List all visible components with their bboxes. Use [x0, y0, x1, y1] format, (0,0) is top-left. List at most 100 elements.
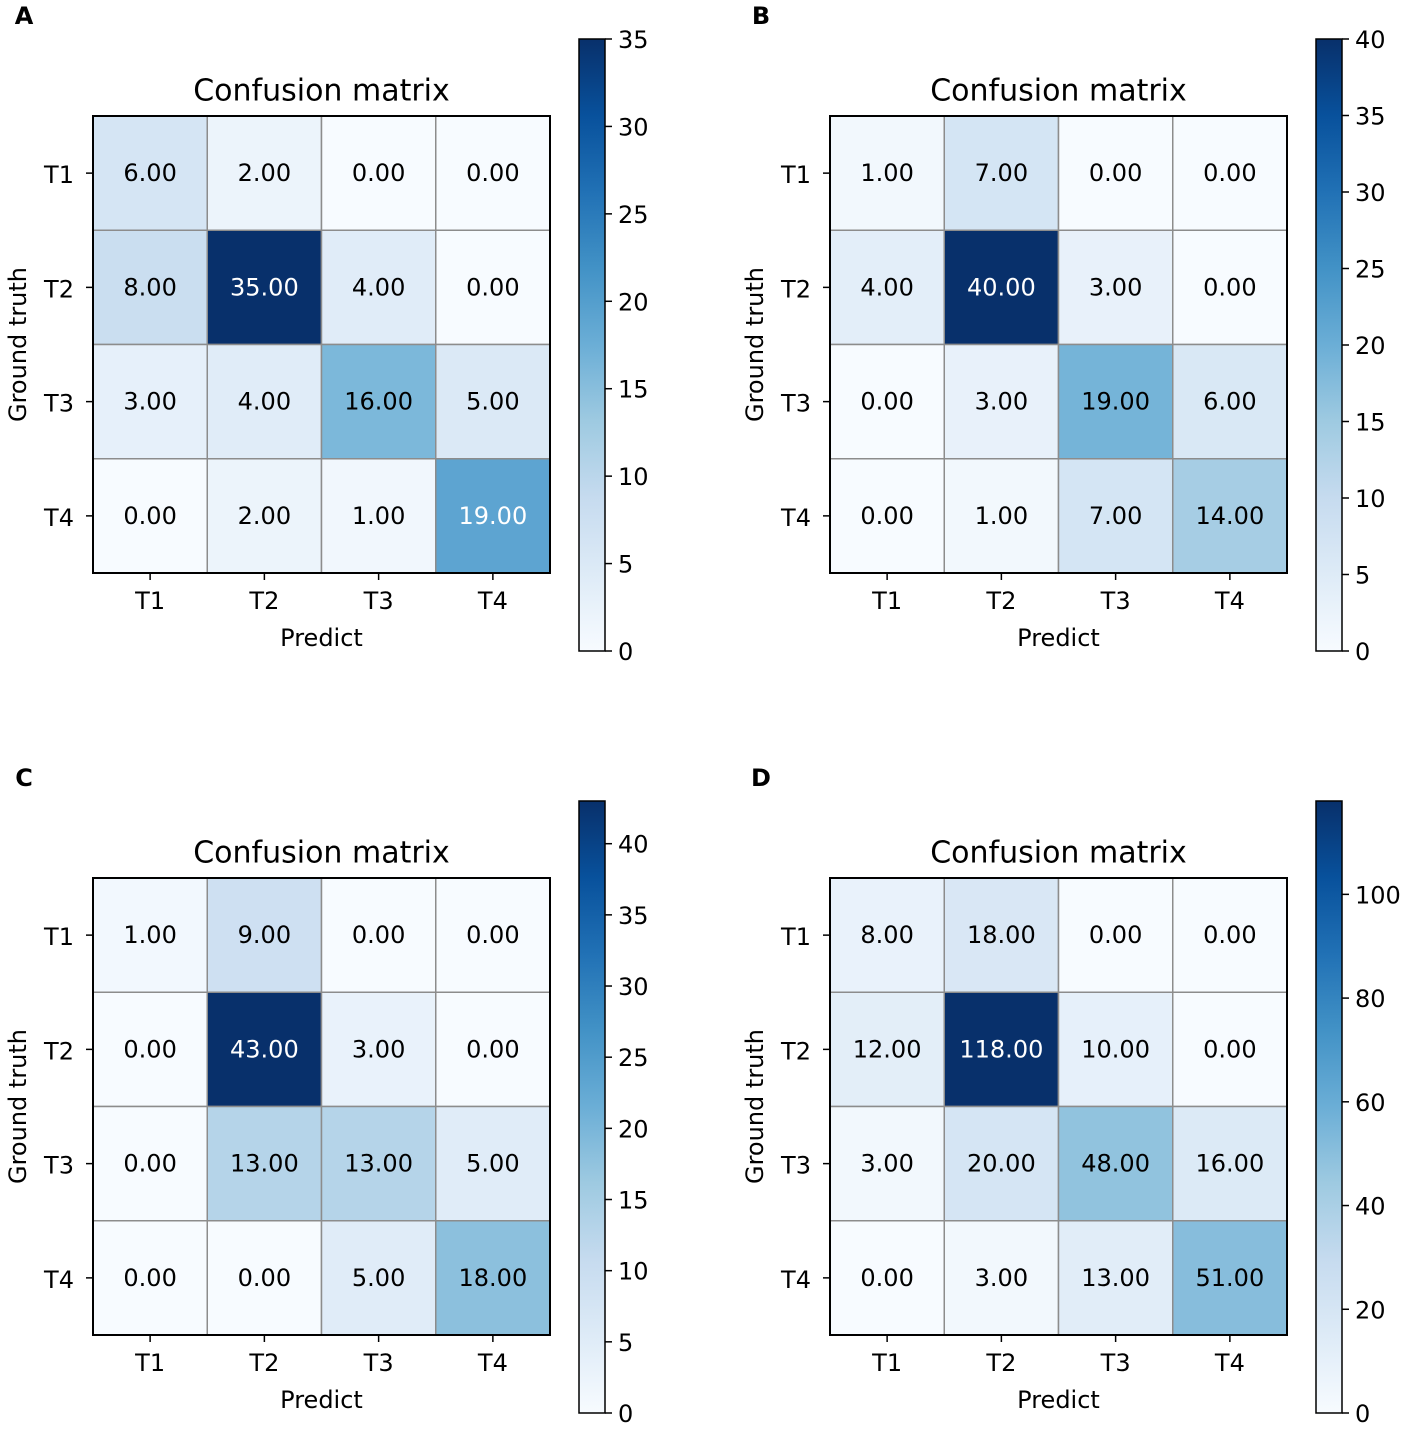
heatmap-cell — [829, 115, 945, 231]
cell-value-label: 48.00 — [1081, 1150, 1150, 1178]
x-tick-label: T1 — [134, 587, 165, 615]
matrix-frame — [92, 877, 551, 1336]
y-axis-label: Ground truth — [741, 267, 769, 422]
heatmap-cell — [829, 877, 945, 993]
colorbar-tick-label: 10 — [1355, 485, 1386, 513]
chart-title: Confusion matrix — [930, 836, 1187, 871]
cell-value-label: 4.00 — [352, 273, 405, 301]
cell-value-label: 118.00 — [959, 1035, 1043, 1063]
heatmap-cell — [1057, 877, 1174, 993]
heatmap-cell — [1057, 343, 1174, 460]
cell-value-label: 3.00 — [1089, 273, 1142, 301]
cell-value-label: 0.00 — [123, 1035, 176, 1063]
cell-value-label: 9.00 — [238, 921, 291, 949]
x-axis-label: Predict — [280, 624, 363, 652]
colorbar-tick-label: 30 — [1355, 179, 1386, 207]
colorbar — [578, 800, 606, 1414]
cell-value-label: 16.00 — [1196, 1150, 1265, 1178]
heatmap-cell — [435, 991, 551, 1108]
y-tick-label: T4 — [780, 1266, 811, 1294]
colorbar-tick-label: 100 — [1355, 881, 1401, 909]
cell-value-label: 3.00 — [123, 388, 176, 416]
colorbar — [1315, 38, 1343, 652]
cell-value-label: 35.00 — [230, 273, 299, 301]
cell-value-label: 8.00 — [860, 921, 913, 949]
cell-value-label: 5.00 — [466, 1150, 519, 1178]
x-axis-label: Predict — [1017, 1386, 1100, 1414]
colorbar-tick-label: 35 — [1355, 103, 1386, 131]
heatmap-cell — [1172, 229, 1288, 346]
confusion-matrix-panel: D Confusion matrix 8.00 18.00 0.00 0.00 12.00 1… — [741, 764, 1401, 1428]
colorbar — [1315, 800, 1343, 1414]
heatmap-cell — [92, 458, 208, 574]
cell-value-label: 4.00 — [238, 388, 291, 416]
heatmap-cell — [1057, 458, 1174, 574]
colorbar-tick-label: 60 — [1355, 1089, 1386, 1117]
matrix-frame — [829, 115, 1288, 574]
heatmap-cell — [943, 991, 1060, 1108]
heatmap-cell — [1057, 1220, 1174, 1336]
cell-value-label: 0.00 — [1203, 1035, 1256, 1063]
cell-value-label: 1.00 — [975, 502, 1028, 530]
cell-value-label: 0.00 — [238, 1264, 291, 1292]
y-tick-label: T1 — [43, 923, 74, 951]
cell-value-label: 7.00 — [975, 159, 1028, 187]
cell-value-label: 1.00 — [860, 159, 913, 187]
heatmap-cell — [320, 1105, 437, 1222]
cell-value-label: 0.00 — [352, 159, 405, 187]
x-tick-label: T4 — [1214, 1349, 1245, 1377]
cell-value-label: 19.00 — [459, 502, 528, 530]
cell-value-label: 43.00 — [230, 1035, 299, 1063]
y-tick-label: T2 — [43, 275, 74, 303]
colorbar-tick-label: 20 — [618, 288, 649, 316]
panel-label: D — [751, 764, 771, 792]
heatmap-cell — [206, 343, 323, 460]
y-tick-label: T3 — [780, 1152, 811, 1180]
cell-value-label: 12.00 — [853, 1035, 922, 1063]
chart-title: Confusion matrix — [193, 836, 450, 871]
y-tick-label: T2 — [43, 1037, 74, 1065]
x-tick-label: T2 — [985, 1349, 1016, 1377]
cell-value-label: 0.00 — [860, 502, 913, 530]
cell-value-label: 6.00 — [1203, 388, 1256, 416]
confusion-matrix-panel: C Confusion matrix 1.00 9.00 0.00 0.00 0.00 43.… — [4, 764, 649, 1428]
cell-value-label: 0.00 — [466, 273, 519, 301]
heatmap-cell — [1057, 991, 1174, 1108]
heatmap-cell — [435, 115, 551, 231]
matrix-frame — [829, 877, 1288, 1336]
cell-value-label: 19.00 — [1081, 388, 1150, 416]
cell-value-label: 3.00 — [975, 388, 1028, 416]
cell-value-label: 18.00 — [459, 1264, 528, 1292]
heatmap-cell — [92, 115, 208, 231]
x-tick-label: T4 — [477, 587, 508, 615]
heatmap-cell — [1172, 877, 1288, 993]
colorbar-tick-label: 35 — [618, 26, 649, 54]
heatmap-cell — [435, 458, 551, 574]
cell-value-label: 0.00 — [123, 1264, 176, 1292]
heatmap-cell — [1172, 991, 1288, 1108]
cell-value-label: 40.00 — [967, 273, 1036, 301]
confusion-matrix-panel: B Confusion matrix 1.00 7.00 0.00 0.00 4.00 40.… — [741, 2, 1386, 666]
y-axis-label: Ground truth — [4, 1029, 32, 1184]
colorbar-tick-label: 5 — [618, 1329, 633, 1357]
cell-value-label: 13.00 — [344, 1150, 413, 1178]
x-tick-label: T3 — [1100, 1349, 1131, 1377]
colorbar-tick-label: 15 — [618, 1187, 649, 1215]
cell-value-label: 6.00 — [123, 159, 176, 187]
cell-value-label: 0.00 — [1089, 159, 1142, 187]
colorbar-tick-label: 10 — [618, 463, 649, 491]
colorbar-tick-label: 80 — [1355, 985, 1386, 1013]
colorbar-tick-label: 30 — [618, 113, 649, 141]
cell-value-label: 13.00 — [230, 1150, 299, 1178]
panel-label: C — [15, 764, 33, 792]
chart-title: Confusion matrix — [193, 74, 450, 109]
heatmap-cell — [435, 1220, 551, 1336]
heatmap-cell — [435, 1105, 551, 1222]
cell-value-label: 0.00 — [123, 502, 176, 530]
y-axis-label: Ground truth — [741, 1029, 769, 1184]
cell-value-label: 3.00 — [860, 1150, 913, 1178]
heatmap-cell — [92, 229, 208, 346]
y-tick-label: T3 — [43, 390, 74, 418]
chart-title: Confusion matrix — [930, 74, 1187, 109]
cell-value-label: 4.00 — [860, 273, 913, 301]
